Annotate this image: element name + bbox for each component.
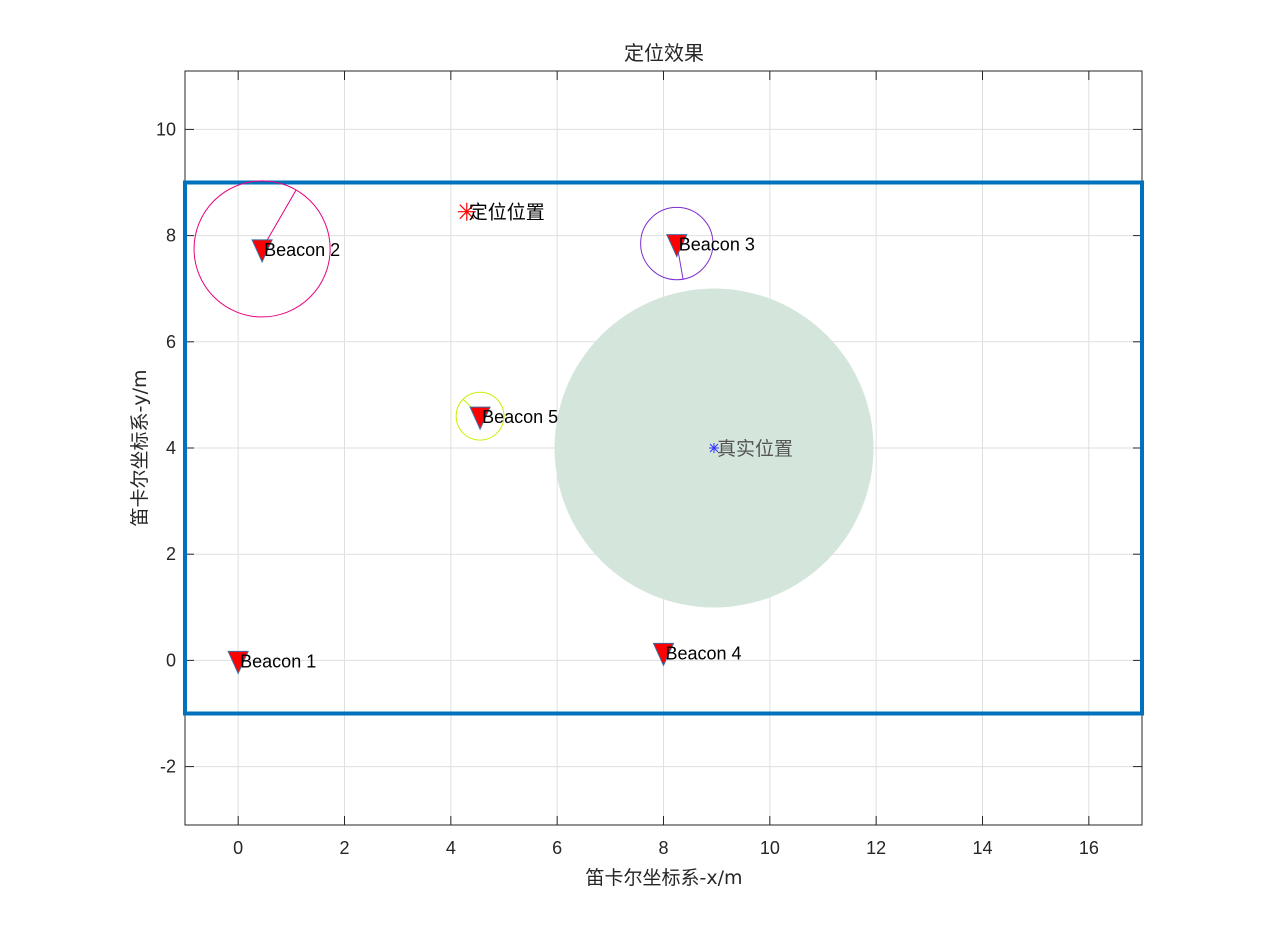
x-tick-label: 12 xyxy=(866,838,886,858)
x-tick-label: 16 xyxy=(1079,838,1099,858)
y-tick-label: 0 xyxy=(166,650,176,670)
estimated-position-marker xyxy=(457,202,476,221)
true-position-label: 真实位置 xyxy=(717,438,793,460)
asterisk-stroke xyxy=(459,204,475,220)
beacon-label: Beacon 3 xyxy=(679,235,755,255)
true-position-marker xyxy=(709,443,720,453)
y-tick-label: 8 xyxy=(166,226,176,246)
x-tick-label: 8 xyxy=(658,838,668,858)
beacon-range-circle xyxy=(193,180,331,318)
x-axis-label: 笛卡尔坐标系-x/m xyxy=(585,867,742,889)
x-tick-label: 2 xyxy=(339,838,349,858)
beacon-label: Beacon 4 xyxy=(666,643,742,663)
beacon-marker xyxy=(652,642,675,667)
chart-title: 定位效果 xyxy=(624,41,704,65)
beacon-marker xyxy=(227,650,249,675)
room-boundary xyxy=(183,180,1144,716)
y-axis-label: 笛卡尔坐标系-y/m xyxy=(129,369,151,526)
y-tick-label: -2 xyxy=(160,757,176,777)
x-tick-label: 0 xyxy=(233,838,243,858)
y-tick-label: 10 xyxy=(156,119,176,139)
x-tick-label: 10 xyxy=(760,838,780,858)
beacon-marker xyxy=(666,234,688,258)
beacon-range-circle xyxy=(640,206,714,281)
beacon-range-circle xyxy=(455,391,505,441)
beacon-marker xyxy=(469,406,491,431)
x-tick-label: 14 xyxy=(972,838,992,858)
beacon-range-radius xyxy=(261,189,297,250)
y-tick-label: 6 xyxy=(166,332,176,352)
beacon-label: Beacon 5 xyxy=(482,407,558,427)
y-tick-label: 2 xyxy=(166,544,176,564)
beacon-label: Beacon 1 xyxy=(240,651,316,671)
plot-area: 0 2 4 6 8 10 12 14 16 -2 0 2 4 6 8 10 Beacon 1 Beacon 2 Be… xyxy=(156,70,1144,858)
beacon-marker xyxy=(251,239,273,264)
beacon-label: Beacon 2 xyxy=(264,240,340,260)
x-tick-label: 4 xyxy=(446,838,456,858)
asterisk-stroke xyxy=(709,443,719,453)
y-tick-label: 4 xyxy=(166,438,176,458)
x-tick-label: 6 xyxy=(552,838,562,858)
estimated-position-label: 定位位置 xyxy=(469,202,545,224)
